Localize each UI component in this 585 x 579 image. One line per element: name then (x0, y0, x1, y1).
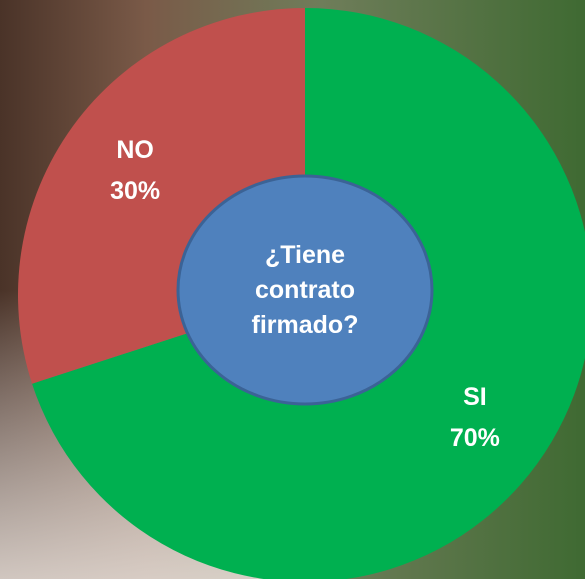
slice-value-label: 70% (450, 424, 500, 452)
slice-category-label: SI (463, 383, 487, 411)
chart-title: ¿Tiene contrato firmado? (251, 240, 359, 339)
slice-value-label: 30% (110, 177, 160, 205)
slice-category-label: NO (116, 136, 154, 164)
center-circle (176, 174, 434, 406)
